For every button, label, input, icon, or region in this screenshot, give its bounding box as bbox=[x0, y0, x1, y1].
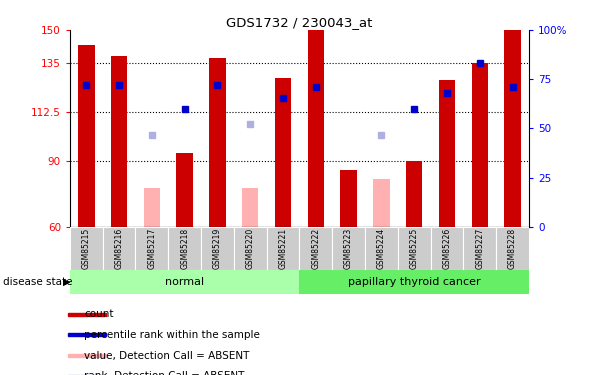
Bar bbox=[398, 227, 430, 270]
Text: GSM85227: GSM85227 bbox=[475, 228, 485, 269]
Bar bbox=[209, 58, 226, 227]
Bar bbox=[69, 313, 106, 316]
Bar bbox=[505, 30, 521, 227]
Text: GSM85223: GSM85223 bbox=[344, 228, 353, 269]
Bar bbox=[430, 227, 463, 270]
Text: percentile rank within the sample: percentile rank within the sample bbox=[85, 330, 260, 340]
Text: GSM85226: GSM85226 bbox=[443, 228, 452, 269]
Text: GSM85224: GSM85224 bbox=[377, 228, 386, 269]
Bar bbox=[332, 227, 365, 270]
Bar bbox=[70, 227, 103, 270]
Text: normal: normal bbox=[165, 277, 204, 287]
Text: GSM85222: GSM85222 bbox=[311, 228, 320, 269]
Bar bbox=[111, 56, 127, 227]
Text: ▶: ▶ bbox=[63, 277, 70, 287]
Bar bbox=[275, 78, 291, 227]
Text: GSM85215: GSM85215 bbox=[82, 228, 91, 269]
Bar bbox=[340, 170, 357, 227]
Bar bbox=[70, 270, 299, 294]
Bar bbox=[463, 227, 496, 270]
Bar bbox=[300, 227, 332, 270]
Bar bbox=[472, 63, 488, 227]
Bar bbox=[234, 227, 267, 270]
Bar bbox=[168, 227, 201, 270]
Text: GSM85216: GSM85216 bbox=[114, 228, 123, 269]
Bar bbox=[176, 153, 193, 227]
Text: GSM85217: GSM85217 bbox=[147, 228, 156, 269]
Text: GSM85225: GSM85225 bbox=[410, 228, 419, 269]
Bar bbox=[308, 30, 324, 227]
Title: GDS1732 / 230043_at: GDS1732 / 230043_at bbox=[226, 16, 373, 29]
Text: papillary thyroid cancer: papillary thyroid cancer bbox=[348, 277, 480, 287]
Bar bbox=[496, 227, 529, 270]
Bar bbox=[136, 227, 168, 270]
Bar bbox=[103, 227, 136, 270]
Bar bbox=[78, 45, 94, 227]
Text: GSM85228: GSM85228 bbox=[508, 228, 517, 269]
Bar bbox=[267, 227, 300, 270]
Text: GSM85220: GSM85220 bbox=[246, 228, 255, 269]
Text: disease state: disease state bbox=[3, 277, 72, 287]
Bar bbox=[300, 270, 529, 294]
Bar bbox=[69, 354, 106, 357]
Bar bbox=[143, 188, 160, 227]
Text: rank, Detection Call = ABSENT: rank, Detection Call = ABSENT bbox=[85, 371, 245, 375]
Bar bbox=[69, 333, 106, 336]
Bar bbox=[406, 161, 423, 227]
Bar bbox=[242, 188, 258, 227]
Text: GSM85218: GSM85218 bbox=[180, 228, 189, 269]
Bar bbox=[201, 227, 234, 270]
Bar bbox=[365, 227, 398, 270]
Text: GSM85219: GSM85219 bbox=[213, 228, 222, 269]
Text: GSM85221: GSM85221 bbox=[278, 228, 288, 269]
Text: value, Detection Call = ABSENT: value, Detection Call = ABSENT bbox=[85, 351, 250, 360]
Bar bbox=[439, 80, 455, 227]
Text: count: count bbox=[85, 309, 114, 319]
Bar bbox=[373, 179, 390, 227]
